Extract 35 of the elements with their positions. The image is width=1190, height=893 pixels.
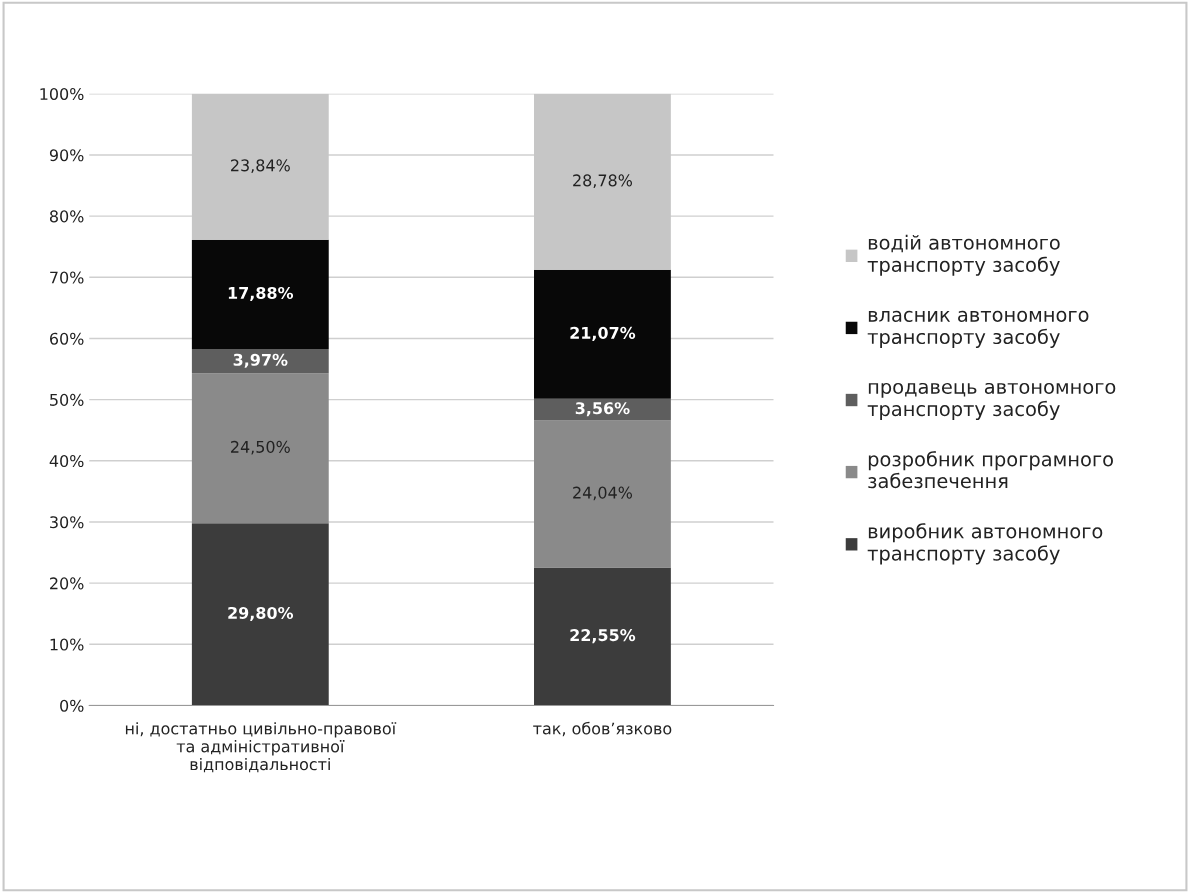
data-label: 23,84% — [231, 159, 290, 174]
data-label: 24,04% — [573, 486, 633, 501]
bar — [191, 523, 329, 706]
y-tick-label: 50% — [50, 393, 84, 406]
y-tick-label: 40% — [49, 455, 84, 468]
y-tick-label: 30% — [50, 516, 84, 529]
legend-label: власник автономного транспорту засобу — [867, 310, 1089, 348]
data-label: 21,07% — [570, 326, 636, 341]
legend-label: виробник автономного транспорту засобу — [867, 523, 1103, 565]
data-label: 24,50% — [231, 440, 290, 455]
y-tick-label: 20% — [50, 577, 84, 590]
y-tick-label: 80% — [49, 210, 84, 223]
data-label: 17,88% — [228, 286, 294, 302]
y-tick-label: 10% — [50, 638, 84, 651]
data-label: 22,55% — [570, 629, 636, 644]
data-label: 29,80% — [228, 606, 294, 621]
data-label: 3,97% — [233, 353, 288, 368]
bar — [191, 349, 329, 374]
x-tick-label: так, обов’язково — [533, 721, 672, 737]
y-tick-label: 100% — [40, 87, 84, 101]
legend-label: розробник програмного забезпечення — [868, 451, 1113, 489]
y-tick-label: 0% — [60, 699, 84, 712]
bar — [191, 239, 329, 350]
bar — [534, 420, 671, 568]
bar — [191, 373, 329, 524]
data-label: 3,56% — [575, 402, 630, 417]
legend-label: продавець автономного транспорту засобу — [867, 382, 1116, 420]
y-tick-label: 60% — [50, 332, 84, 345]
y-tick-label: 70% — [50, 271, 84, 284]
bar — [534, 269, 671, 399]
bar — [534, 567, 671, 706]
y-tick-label: 90% — [49, 149, 84, 162]
legend-label: водій автономного транспорту засобу — [867, 234, 1060, 276]
x-tick-label: ні, достатньо цивільно-правової та адміністративної відповідальності — [125, 722, 397, 773]
data-label: 28,78% — [573, 174, 633, 189]
